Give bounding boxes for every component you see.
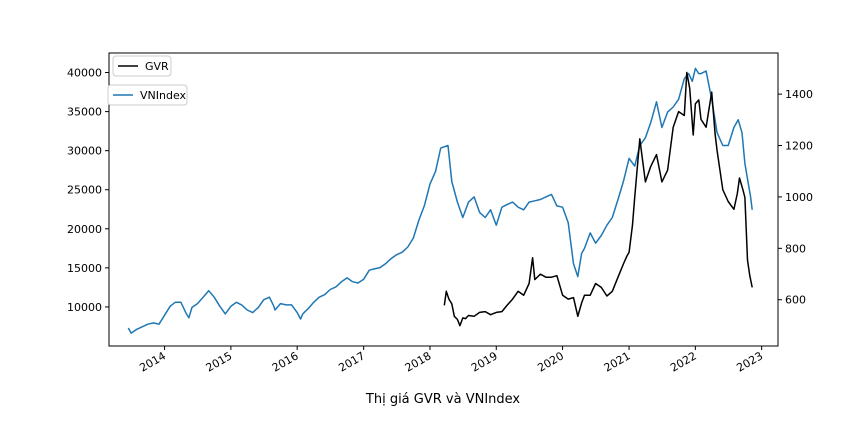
right-axis: 600 800 1000 1200 1400: [778, 88, 813, 307]
axes-frame: [108, 52, 779, 347]
left-tick-label: 40000: [67, 67, 102, 80]
left-tick-label: 30000: [67, 145, 102, 158]
series-line-vnindex: [127, 67, 753, 334]
legend-label: GVR: [145, 60, 169, 73]
left-tick-label: 20000: [67, 223, 102, 236]
x-axis: 2014 2015 2016 2017 2018 2019 2020 2021 2022 2023: [137, 346, 765, 375]
left-tick-label: 15000: [67, 262, 102, 275]
x-tick-label: 2023: [734, 349, 765, 374]
series-line-gvr: [443, 71, 753, 327]
legend-box: [112, 55, 172, 77]
right-tick-label: 600: [785, 294, 806, 307]
x-tick-label: 2017: [336, 349, 367, 374]
right-tick-label: 800: [785, 242, 806, 255]
x-tick-label: 2019: [469, 349, 500, 374]
x-tick-label: 2018: [403, 349, 434, 374]
legend-label: VNIndex: [140, 89, 187, 102]
right-tick-label: 1000: [785, 191, 813, 204]
legend-gvr: GVR: [112, 55, 172, 77]
x-tick-label: 2014: [137, 349, 168, 374]
left-tick-label: 25000: [67, 184, 102, 197]
right-tick-label: 1400: [785, 88, 813, 101]
right-tick-label: 1200: [785, 140, 813, 153]
left-axis: 10000 15000 20000 25000 30000 35000 40000: [67, 67, 109, 314]
legend-vnindex: VNIndex: [107, 84, 188, 106]
x-tick-label: 2015: [204, 349, 235, 374]
series-layer: [127, 67, 753, 334]
left-tick-label: 10000: [67, 301, 102, 314]
legend-layer: GVR VNIndex: [107, 55, 188, 106]
legend-box: [107, 84, 188, 106]
x-tick-label: 2022: [668, 349, 699, 374]
chart-caption: Thị giá GVR và VNIndex: [365, 392, 521, 407]
x-tick-label: 2016: [270, 349, 301, 374]
x-tick-label: 2020: [535, 349, 566, 374]
x-tick-label: 2021: [602, 349, 633, 374]
left-tick-label: 35000: [67, 106, 102, 119]
